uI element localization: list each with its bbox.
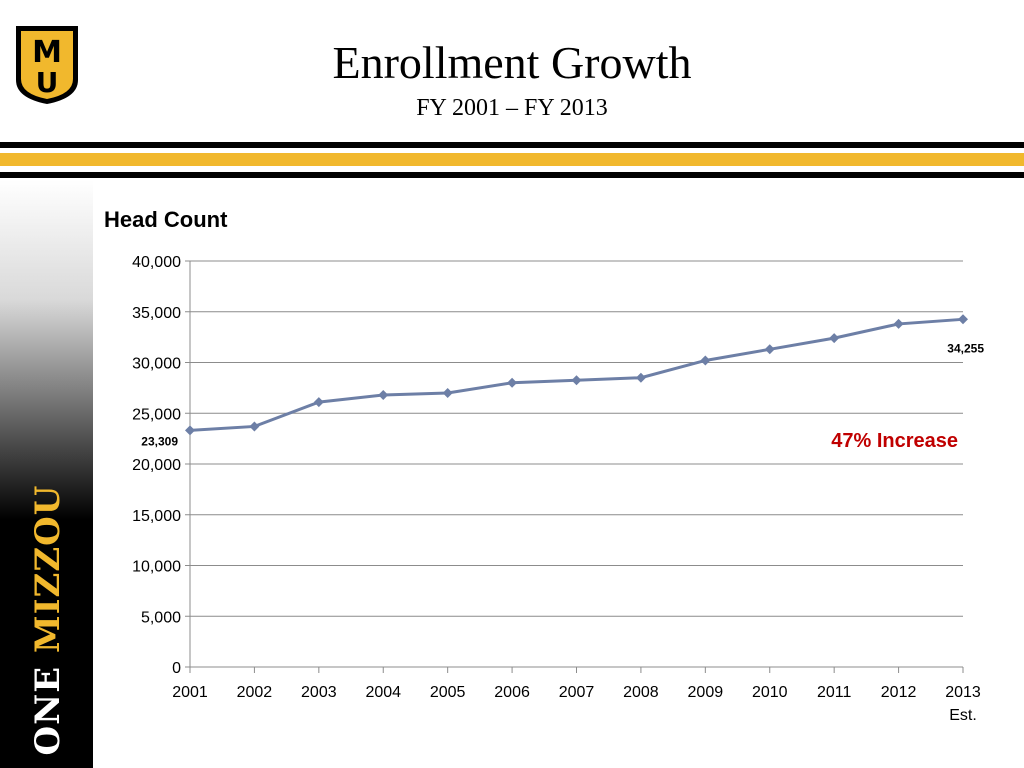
x-tick-label: 2005 xyxy=(430,684,466,701)
data-point xyxy=(700,355,711,366)
y-tick-label: 10,000 xyxy=(132,559,181,576)
x-tick-sublabel: Est. xyxy=(949,707,977,724)
data-point xyxy=(249,421,260,432)
y-tick-label: 20,000 xyxy=(132,457,181,474)
x-tick-label: 2002 xyxy=(237,684,273,701)
data-point xyxy=(378,389,389,400)
y-tick-label: 5,000 xyxy=(141,609,181,626)
y-tick-label: 40,000 xyxy=(132,254,181,271)
data-point xyxy=(893,318,904,329)
slide-title: Enrollment Growth xyxy=(332,37,692,88)
x-tick-label: 2003 xyxy=(301,684,337,701)
data-point xyxy=(442,387,453,398)
slide-subtitle: FY 2001 – FY 2013 xyxy=(416,95,608,121)
x-tick-label: 2013 xyxy=(945,684,981,701)
left-brand-bar: M U ONE MIZZOU xyxy=(0,0,93,768)
data-point xyxy=(185,425,195,436)
data-point xyxy=(764,344,775,355)
data-point xyxy=(571,375,582,386)
data-point xyxy=(958,314,968,325)
header-stripe-black-top xyxy=(0,142,1024,148)
data-point xyxy=(635,372,646,383)
x-tick-label: 2011 xyxy=(817,684,852,701)
x-tick-label: 2010 xyxy=(752,684,788,701)
chart-title: Head Count xyxy=(104,207,228,232)
x-tick-label: 2009 xyxy=(688,684,724,701)
y-tick-label: 35,000 xyxy=(132,305,181,322)
svg-text:M: M xyxy=(32,35,62,70)
y-tick-label: 15,000 xyxy=(132,508,181,525)
x-tick-label: 2004 xyxy=(365,684,401,701)
data-point xyxy=(313,397,324,408)
data-point xyxy=(507,377,518,388)
x-tick-label: 2012 xyxy=(881,684,917,701)
x-tick-label: 2007 xyxy=(559,684,595,701)
data-label: 23,309 xyxy=(141,434,178,448)
x-tick-label: 2001 xyxy=(172,684,208,701)
x-tick-label: 2008 xyxy=(623,684,659,701)
header-stripe-black-bottom xyxy=(0,172,1024,178)
data-point xyxy=(829,333,840,344)
x-tick-label: 2006 xyxy=(494,684,530,701)
y-tick-label: 30,000 xyxy=(132,356,181,373)
increase-annotation: 47% Increase xyxy=(831,430,958,452)
data-label: 34,255 xyxy=(947,341,984,355)
y-tick-label: 0 xyxy=(172,660,181,677)
mu-logo: M U xyxy=(16,26,78,104)
header-stripe-gold xyxy=(0,153,1024,166)
svg-text:U: U xyxy=(36,66,59,99)
y-tick-label: 25,000 xyxy=(132,406,181,423)
